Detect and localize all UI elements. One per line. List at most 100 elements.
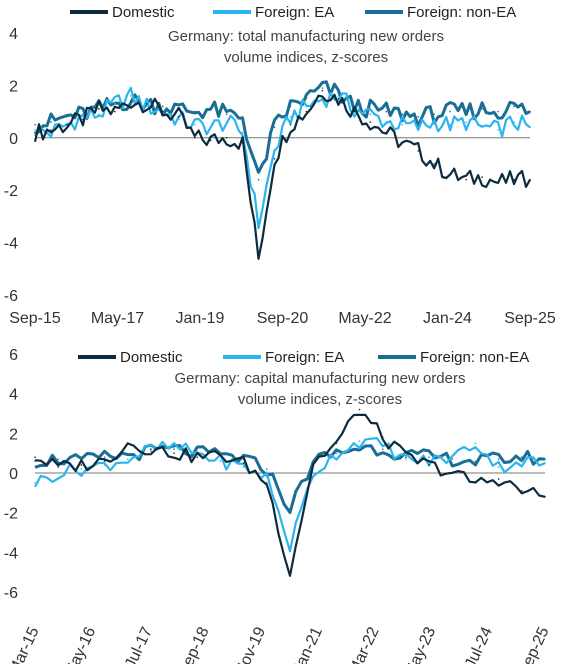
- x-tick-label: Jul-24: [462, 624, 496, 664]
- data-point: [289, 507, 291, 510]
- y-tick-label: -6: [4, 585, 18, 602]
- data-point: [225, 137, 228, 139]
- data-point: [289, 571, 291, 573]
- data-point: [150, 448, 152, 451]
- data-point: [337, 92, 340, 95]
- x-tick-label: Sep-15: [9, 310, 61, 327]
- data-point: [289, 105, 292, 108]
- data-point: [369, 121, 372, 123]
- data-point: [465, 121, 467, 123]
- data-point: [150, 450, 152, 452]
- legend-label: Foreign: non-EA: [420, 349, 529, 366]
- data-point: [401, 142, 404, 144]
- data-point: [34, 129, 36, 131]
- series-line-domestic: [33, 93, 531, 260]
- data-point: [401, 113, 404, 116]
- legend-label: Domestic: [112, 4, 175, 21]
- data-point: [34, 482, 36, 484]
- y-tick-label: 2: [9, 78, 18, 95]
- data-point: [161, 105, 164, 108]
- data-point: [225, 113, 228, 116]
- y-tick-label: -4: [4, 236, 18, 253]
- data-point: [177, 116, 180, 118]
- data-point: [98, 113, 100, 116]
- data-point: [369, 113, 372, 116]
- data-point: [529, 178, 531, 181]
- data-point: [465, 178, 467, 181]
- data-point: [417, 150, 420, 152]
- data-point: [209, 108, 212, 110]
- chart-1: -6 -4 -2 0 2 4 Sep-15 May-17 Jan-19 Sep-20 May-22 J…: [4, 4, 556, 327]
- data-point: [114, 110, 116, 113]
- data-point: [417, 126, 420, 129]
- x-tick-label: May-17: [91, 310, 144, 327]
- data-point: [241, 142, 244, 144]
- data-point: [335, 442, 338, 445]
- x-tick-label: May-22: [338, 310, 391, 327]
- data-point: [273, 157, 276, 160]
- data-point: [497, 478, 500, 480]
- data-point: [321, 89, 324, 92]
- data-point: [481, 108, 483, 110]
- data-point: [513, 178, 515, 181]
- legend-label: Foreign: EA: [265, 349, 344, 366]
- data-point: [305, 105, 308, 108]
- data-point: [161, 110, 164, 113]
- y-tick-label: 0: [9, 131, 18, 148]
- data-point: [289, 123, 292, 126]
- data-point: [417, 116, 420, 118]
- data-point: [34, 456, 36, 458]
- data-point: [312, 472, 314, 474]
- data-point: [209, 126, 212, 129]
- data-point: [529, 126, 531, 129]
- y-tick-label: 0: [9, 466, 18, 483]
- data-point: [451, 456, 454, 458]
- data-point: [544, 462, 546, 464]
- data-point: [385, 121, 388, 123]
- data-point: [305, 97, 308, 100]
- series-line-domestic: [34, 413, 546, 577]
- series-line-foreign-non-ea: [34, 80, 531, 174]
- data-point: [381, 444, 384, 447]
- data-point: [193, 137, 196, 139]
- data-point: [449, 173, 451, 176]
- data-point: [50, 129, 52, 131]
- x-tick-label: Sep-25: [515, 624, 552, 664]
- data-point: [321, 87, 324, 89]
- x-tick-label: May-23: [401, 624, 439, 664]
- data-point: [449, 123, 451, 126]
- data-point: [103, 460, 106, 462]
- data-point: [474, 460, 477, 462]
- chart-title-line: volume indices, z-scores: [224, 49, 388, 66]
- y-tick-label: -4: [4, 545, 18, 562]
- data-point: [219, 454, 222, 456]
- data-point: [385, 131, 388, 134]
- legend-label: Foreign: non-EA: [407, 4, 516, 21]
- data-point: [513, 105, 515, 108]
- data-point: [521, 460, 523, 462]
- data-point: [497, 458, 500, 460]
- x-tick-label: Nov-19: [232, 624, 269, 664]
- data-point: [521, 456, 523, 458]
- data-point: [57, 472, 59, 474]
- data-point: [433, 163, 435, 165]
- data-point: [289, 116, 292, 118]
- data-point: [481, 126, 483, 129]
- data-point: [82, 116, 84, 118]
- data-point: [266, 476, 268, 478]
- y-tick-label: -2: [4, 506, 18, 523]
- data-point: [474, 442, 477, 445]
- data-point: [312, 462, 314, 464]
- data-point: [449, 110, 451, 113]
- data-point: [266, 468, 268, 470]
- data-point: [257, 257, 260, 260]
- data-point: [257, 178, 260, 181]
- legend-label: Domestic: [120, 349, 183, 366]
- data-point: [428, 464, 430, 466]
- data-point: [433, 113, 435, 116]
- data-point: [353, 110, 356, 113]
- data-point: [103, 464, 106, 466]
- x-tick-label: Mar-15: [6, 624, 43, 664]
- data-point: [98, 108, 100, 110]
